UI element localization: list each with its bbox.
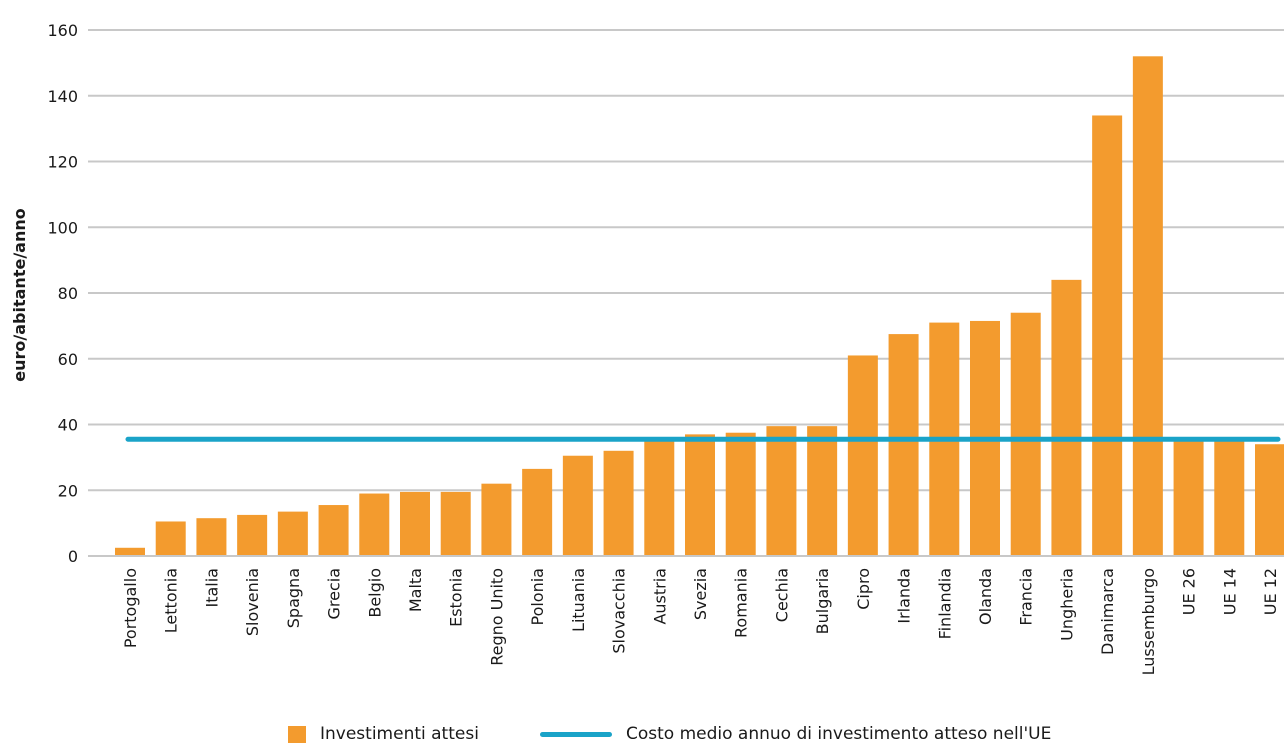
y-tick-label: 0 (68, 547, 78, 566)
legend-bar-swatch (288, 725, 306, 743)
y-tick-label: 40 (58, 416, 78, 435)
legend-item-bars: Investimenti attesi (288, 724, 479, 744)
y-tick-label: 20 (58, 481, 78, 500)
y-tick-label: 60 (58, 350, 78, 369)
bar (359, 493, 390, 556)
x-tick-label: UE 14 (1220, 568, 1239, 615)
x-tick-label: Austria (650, 568, 669, 625)
y-axis-ticks: 0 20 40 60 80 100 120 140 160 (47, 21, 78, 566)
y-tick-label: 160 (47, 21, 78, 40)
y-tick-label: 100 (47, 218, 78, 237)
y-axis-label: euro/abitante/anno (10, 208, 29, 381)
x-tick-label: Ungheria (1057, 568, 1076, 641)
x-tick-label: Estonia (447, 568, 466, 627)
x-tick-label: Belgio (365, 568, 384, 618)
x-tick-label: Malta (406, 568, 425, 612)
bar (888, 334, 919, 556)
gridlines (88, 29, 1284, 492)
bar (1051, 279, 1082, 556)
bar (318, 505, 349, 556)
bar (685, 434, 715, 556)
x-tick-label: Slovenia (243, 568, 262, 636)
x-tick-label: Regno Unito (487, 568, 506, 666)
bar (440, 491, 471, 556)
y-tick-label: 80 (58, 284, 78, 303)
x-tick-label: Cipro (854, 568, 873, 610)
x-tick-label: Finlandia (935, 568, 954, 639)
legend: Investimenti attesi Costo medio annuo di… (0, 724, 1284, 746)
y-tick-label: 140 (47, 87, 78, 106)
legend-bar-label: Investimenti attesi (320, 724, 479, 744)
legend-line-swatch (540, 731, 612, 737)
bar (196, 518, 227, 556)
x-tick-label: Spagna (284, 568, 303, 628)
x-tick-label: Danimarca (1098, 568, 1117, 655)
legend-item-line: Costo medio annuo di investimento atteso… (540, 724, 1051, 744)
x-tick-label: Italia (202, 568, 221, 608)
bar (644, 437, 675, 556)
x-tick-label: Slovacchia (610, 568, 629, 654)
bar (115, 547, 145, 556)
bar (847, 355, 878, 556)
x-tick-label: Svezia (691, 568, 710, 620)
bar (1214, 439, 1245, 556)
x-tick-label: Grecia (325, 568, 344, 620)
bar (522, 468, 553, 556)
x-tick-label: Lussemburgo (1139, 568, 1158, 675)
x-tick-label: UE 12 (1261, 568, 1280, 615)
bar (603, 450, 634, 556)
x-tick-label: Francia (1017, 568, 1036, 626)
bar (481, 483, 512, 556)
bar (400, 491, 430, 556)
x-tick-label: Lettonia (162, 568, 181, 633)
x-tick-label: Lituania (569, 568, 588, 632)
bar-chart: 0 20 40 60 80 100 120 140 160 euro/abitante/anno… (10, 21, 1284, 675)
bar (1092, 115, 1123, 556)
legend-line-label: Costo medio annuo di investimento atteso… (626, 724, 1052, 744)
bar (1132, 56, 1163, 557)
x-axis-labels: Portogallo Lettonia Italia Slovenia Spagna Gr… (121, 568, 1280, 675)
bar (1173, 439, 1204, 556)
x-tick-label: Bulgaria (813, 568, 832, 634)
x-tick-label: Polonia (528, 568, 547, 626)
bar (807, 426, 838, 556)
bar (155, 521, 186, 556)
bar (562, 455, 593, 556)
bar (277, 511, 308, 556)
y-tick-label: 120 (47, 153, 78, 172)
bar (1255, 444, 1284, 556)
x-tick-label: Romania (732, 568, 751, 638)
x-tick-label: Portogallo (121, 568, 140, 648)
bar (237, 514, 268, 556)
x-tick-label: Cechia (772, 568, 791, 622)
bar (1010, 312, 1041, 556)
bars (88, 56, 1284, 557)
bar (766, 426, 797, 556)
x-tick-label: Olanda (976, 568, 995, 625)
bar (725, 432, 756, 556)
x-tick-label: UE 26 (1180, 568, 1199, 615)
x-tick-label: Irlanda (895, 568, 914, 624)
